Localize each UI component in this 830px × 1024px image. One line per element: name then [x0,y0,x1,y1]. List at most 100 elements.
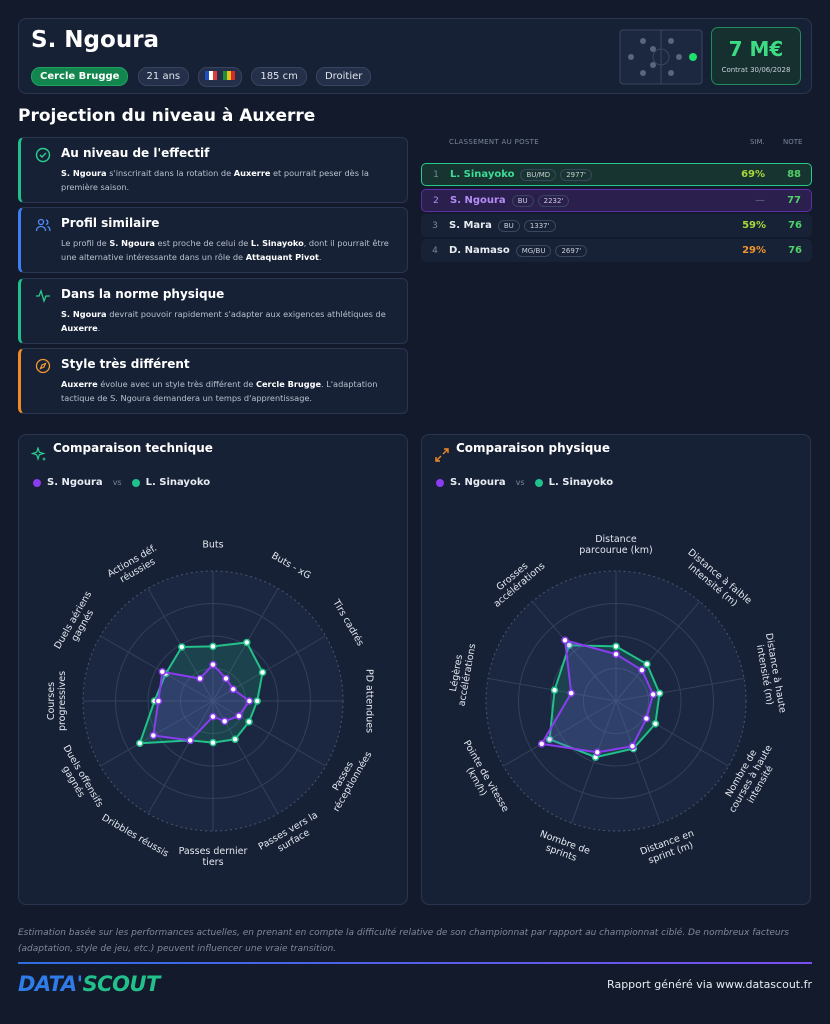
check-icon [35,147,51,163]
pitch-icon [619,29,703,85]
spoke [100,700,214,767]
activity-icon [36,289,50,303]
radar-area [540,638,655,754]
spoke [615,700,661,824]
radar-card: Comparaison technique S. Ngoura vs L. Sinay… [18,434,408,905]
logo-part: SCOUT [82,972,161,996]
radar-point [186,736,194,745]
position: BU/MD [520,168,557,181]
radar-point [220,717,229,726]
flags [198,66,243,87]
radar-point [567,689,575,697]
legend-vs: vs [112,478,122,487]
section-title: Projection du niveau à Auxerre [18,106,316,126]
radar-point [655,689,664,698]
radar-point [612,642,620,651]
insight-title: Style très différent [61,357,190,371]
radar-point [154,697,163,705]
legend-swatch [534,478,543,487]
insight-text: S. Ngoura s'inscrirait dans la rotation … [61,168,369,192]
radar-point [243,638,251,647]
contract: Contrat 30/06/2028 [721,66,791,74]
radar-point [149,731,158,740]
radar-point [253,697,261,705]
header: S. Ngoura Cercle Brugge 21 ans 185 cm Dr… [18,18,812,94]
club-badge: Cercle Brugge [31,67,129,86]
radar-plot [485,570,747,832]
legend-vs: vs [515,478,525,487]
radar-point [545,735,554,744]
insight-title: Profil similaire [61,216,160,230]
legend-label: L. Sinayoko [145,477,211,488]
player: S. Mara [449,220,492,231]
position: BU [511,194,534,207]
rank: 2 [433,195,439,206]
radar-point [209,738,217,747]
logo: DATA'SCOUT [18,972,160,996]
chart-title: Comparaison technique [53,441,213,455]
legend: S. Ngoura vs L. Sinayoko [436,477,613,488]
insight-card: Dans la norme physique S. Ngoura devrait… [18,278,408,344]
sparkle-icon [31,447,46,462]
radar-point [550,686,559,694]
insight-card: Style très différent Auxerre évolue avec… [18,348,408,414]
player: D. Namaso [449,245,510,256]
insight-text: Auxerre évolue avec un style très différ… [61,379,378,403]
spoke [615,601,700,702]
position: BU [497,219,520,232]
spoke [100,635,214,702]
market-value: 7 M€ [728,37,784,61]
rating: 76 [788,220,802,231]
axis-label: Distance parcourue (km) [579,534,653,556]
radar-point [649,690,657,699]
insight-text: Le profil de S. Ngoura est proche de cel… [61,238,389,262]
position: MG/BU [515,244,552,257]
table-header: SIM. [750,138,765,146]
spoke [615,700,729,767]
radar-point [222,674,230,683]
minutes: 2977' [560,168,592,181]
radar-point [231,735,239,744]
table-row: 3 S. Mara BU 1337' 59% 76 [421,214,812,237]
grid-ring [485,570,747,832]
spoke [532,601,617,702]
users-icon [35,218,51,232]
chart-title: Comparaison physique [456,441,610,455]
radar-point [136,739,144,747]
axis-label: Buts [202,539,224,551]
compass-icon [35,358,51,374]
radar-point [158,668,167,676]
spoke [212,700,326,767]
radar-point [593,748,602,757]
table-header: CLASSEMENT AU POSTE [449,138,539,146]
legend-label: L. Sinayoko [548,477,614,488]
minutes: 1337' [523,219,556,232]
legend-label: S. Ngoura [47,477,103,488]
radar-point [638,666,646,674]
rating: 88 [787,169,801,180]
legend: S. Ngoura vs L. Sinayoko [33,477,210,488]
axis-label: PD attendues [363,668,375,734]
radar-point [258,668,267,677]
similarity: 59% [742,220,766,231]
spoke [615,677,745,702]
arrows-icon [435,448,449,462]
radar-card: Comparaison physique S. Ngoura vs L. Sinayo… [421,434,811,905]
rank: 4 [432,245,438,256]
flag-icons [205,70,236,80]
insight-card: Au niveau de l'effectif S. Ngoura s'insc… [18,137,408,203]
spoke [503,700,617,767]
legend-swatch [131,478,140,487]
legend-label: S. Ngoura [450,477,506,488]
radar-area [548,644,661,759]
radar-plot [82,570,344,832]
legend-swatch [436,478,444,487]
age-badge: 21 ans [137,67,190,86]
axis-label: Courses progressives [46,670,68,732]
radar-point [537,740,546,748]
rating: 76 [788,245,802,256]
table-row: 1 L. Sinayoko BU/MD 2977' 69% 88 [421,163,812,186]
credit: Rapport généré via www.datascout.fr [607,978,812,991]
radar-point [561,636,569,645]
